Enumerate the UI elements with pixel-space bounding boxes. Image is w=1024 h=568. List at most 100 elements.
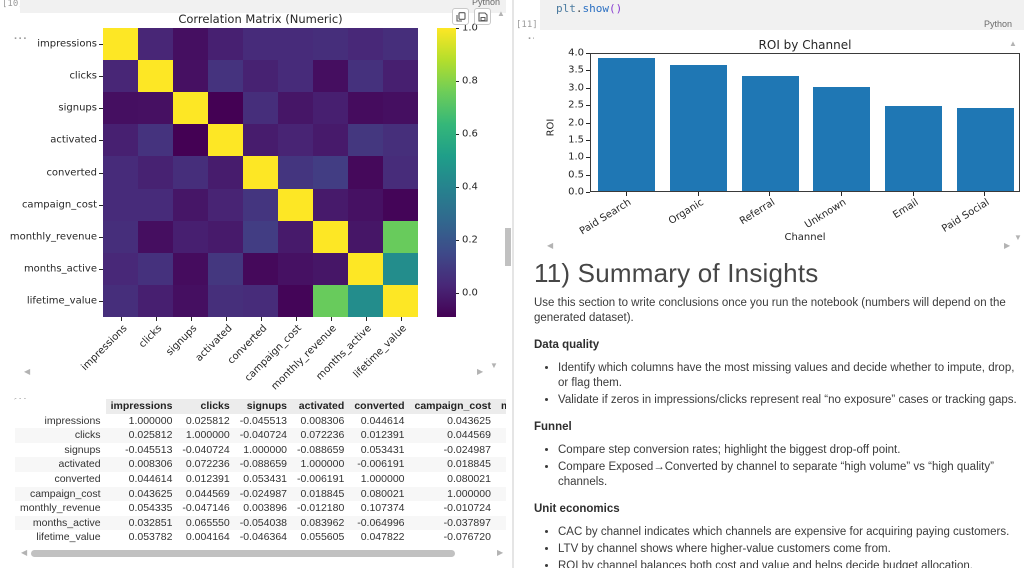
table-cell-value: 1.000000: [292, 457, 350, 472]
left-execution-count: [10]: [2, 0, 24, 9]
markdown-sections: Data quality Identify which columns have …: [534, 338, 1020, 568]
bar: [741, 75, 799, 191]
bar-ytick-label: 1.5: [568, 134, 584, 146]
table-cell-value: 0.018845: [409, 457, 496, 472]
heatmap-cell: [383, 284, 418, 317]
bar-ytick-label: 0.5: [568, 169, 584, 181]
table-cell-value: -0.012180: [297, 502, 345, 515]
heatmap-xtick: [400, 317, 402, 321]
heatmap-cell: [138, 220, 173, 253]
right-output-collapse-icon[interactable]: ▲: [1009, 39, 1017, 48]
table-cell-value: -0.047146: [495, 428, 506, 443]
markdown-text: Identify which columns have the most mis…: [558, 362, 1015, 389]
table-cell-value: 0.003896: [243, 502, 288, 515]
markdown-text: CAC by channel indicates which channels …: [558, 526, 1010, 538]
table-row: clicks 0.025812 1.000000 -0.040724 0.072236 0…: [15, 428, 506, 443]
heatmap-cell: [348, 156, 383, 189]
table-column-header: campaign_cost: [409, 399, 496, 414]
heatmap-xtick: [260, 317, 262, 321]
heatmap-xlabel-text: monthly_revenue: [269, 323, 340, 393]
heatmap-cell: [278, 220, 313, 253]
save-output-button[interactable]: [474, 8, 491, 25]
table-column-header: monthly_revenue: [495, 399, 506, 414]
heatmap-cell: [138, 188, 173, 221]
heatmap-cell: [278, 124, 313, 157]
heatmap-cell: [278, 284, 313, 317]
heatmap-cell: [103, 252, 138, 285]
left-output-scroll-down-icon[interactable]: ▼: [490, 361, 498, 370]
table-cell-value: 0.746456: [496, 530, 506, 545]
left-output-scroll-left-icon[interactable]: ◀: [24, 367, 31, 376]
right-output-scroll-down-icon[interactable]: ▼: [1014, 233, 1022, 242]
heatmap-cell: [103, 188, 138, 221]
table-cell-value: -0.054038: [234, 515, 293, 531]
left-output-collapse-icon[interactable]: ▲: [497, 9, 505, 18]
markdown-intro: Use this section to write conclusions on…: [534, 297, 1006, 324]
heatmap-cell: [313, 220, 348, 253]
code-line[interactable]: plt.show(): [556, 2, 622, 15]
table-cell-value: -0.010724: [495, 486, 506, 502]
heatmap-cell: [313, 156, 348, 189]
right-output-scroll-right-icon[interactable]: ▶: [1004, 241, 1011, 250]
bar-plot-area: [590, 53, 1020, 192]
markdown-text: Validate if zeros in impressions/clicks …: [558, 394, 1017, 406]
table-cell-value: 1.000000: [496, 501, 506, 516]
colorbar-tick: [456, 134, 459, 136]
heatmap-cell: [208, 284, 243, 317]
table-cell-value: 1.000000: [360, 472, 405, 485]
heatmap-cell: [313, 188, 348, 221]
table-cell-value: 0.107374: [496, 472, 506, 487]
table-cell-value: -0.006191: [349, 457, 410, 472]
table-hscrollbar-thumb[interactable]: [31, 550, 455, 557]
markdown-text: Compare step conversion rates; highlight…: [558, 444, 901, 456]
heatmap-ytick: [99, 140, 103, 142]
correlation-table: impressions clicks signups activated convert…: [15, 399, 506, 545]
heatmap-cell: [313, 124, 348, 157]
heatmap-cell: [173, 252, 208, 285]
heatmap-cell: [278, 92, 313, 125]
table-cell-value: 1.000000: [128, 414, 173, 427]
table-scroll-right-icon[interactable]: ▶: [497, 548, 504, 557]
heatmap-cell: [348, 124, 383, 157]
heatmap-cell: [208, 156, 243, 189]
heatmap-cell: [208, 252, 243, 285]
right-code-cell[interactable]: plt.show(): [540, 0, 1024, 30]
heatmap-cell: [208, 28, 243, 61]
bar: [884, 106, 943, 191]
colorbar-tick-label: 1.0: [462, 22, 478, 34]
heatmap-cell: [138, 284, 173, 317]
right-output-scroll-left-icon[interactable]: ◀: [547, 241, 554, 250]
copy-output-button[interactable]: [452, 8, 469, 25]
markdown-bullet-list: CAC by channel indicates which channels …: [534, 525, 1020, 568]
heatmap-ylabel: monthly_revenue: [9, 231, 97, 243]
left-output-scroll-right-icon[interactable]: ▶: [477, 367, 484, 376]
table-row: signups -0.045513 -0.040724 1.000000 -0.0886…: [15, 443, 506, 458]
table-cell-value: 0.043625: [447, 414, 491, 427]
bar-xtick: [769, 192, 771, 196]
left-language-indicator[interactable]: Python: [472, 0, 501, 7]
left-vscrollbar-thumb[interactable]: [505, 228, 511, 266]
bar-ytick-label: 3.0: [568, 82, 584, 94]
table-cell-value: -0.012180: [495, 457, 506, 472]
right-language-indicator[interactable]: Python: [984, 19, 1013, 29]
editor-group-divider[interactable]: [512, 0, 514, 568]
table-row-label: impressions: [44, 414, 101, 427]
heatmap-cell: [348, 28, 383, 61]
heatmap-cell: [208, 220, 243, 253]
left-code-cell-bottom[interactable]: [20, 0, 506, 13]
table-cell-value: 0.080021: [447, 472, 491, 485]
heatmap-xtick: [295, 317, 297, 321]
table-cell-value: -0.088659: [297, 443, 345, 456]
table-scroll-left-icon[interactable]: ◀: [21, 548, 28, 557]
heatmap-xlabel-text: clicks: [137, 323, 165, 351]
left-cell-menu[interactable]: ···: [14, 33, 28, 45]
table-row-label: activated: [15, 457, 106, 472]
table-cell-value: 0.012391: [185, 472, 230, 485]
table-cell-value: 0.025812: [185, 414, 230, 427]
bar-xlabel-text: Unknown: [803, 197, 849, 231]
heatmap-cell: [348, 284, 383, 317]
heatmap-cell: [173, 28, 208, 61]
heatmap-cell: [383, 252, 418, 285]
markdown-bullet: Compare Exposed→Converted by channel to …: [558, 460, 1020, 490]
